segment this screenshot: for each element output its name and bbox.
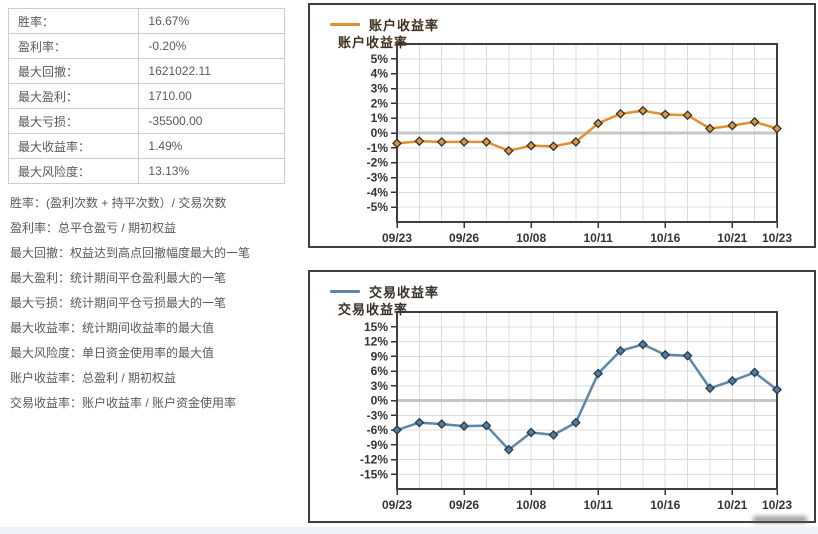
bottom-strip	[0, 527, 818, 534]
definition-line: 最大收益率：统计期间收益率的最大值	[10, 321, 215, 335]
stat-label: 最大盈利：	[7, 83, 140, 109]
svg-text:12%: 12%	[364, 335, 388, 349]
svg-text:-5%: -5%	[367, 200, 389, 214]
stat-label: 最大收益率：	[7, 133, 140, 159]
definition-line: 盈利率：总平仓盈亏 / 期初权益	[10, 221, 177, 235]
svg-text:-4%: -4%	[367, 185, 389, 199]
legend-label: 交易收益率	[369, 285, 440, 300]
stat-label: 最大回撤：	[7, 58, 140, 84]
definition-line: 账户收益率：总盈利 / 期初权益	[10, 371, 177, 385]
stat-label: 最大亏损：	[7, 108, 140, 134]
stat-value: -35500.00	[138, 108, 285, 134]
svg-text:10/16: 10/16	[650, 498, 680, 512]
svg-text:0%: 0%	[371, 394, 389, 408]
legend-line-swatch	[330, 290, 360, 293]
svg-text:3%: 3%	[371, 379, 389, 393]
svg-text:-3%: -3%	[367, 171, 389, 185]
stat-value: 13.13%	[138, 158, 285, 184]
stat-value: 1621022.11	[138, 58, 285, 84]
legend-label: 账户收益率	[369, 18, 440, 33]
stats-row: 最大收益率： 1.49%	[7, 133, 285, 159]
svg-text:-15%: -15%	[360, 467, 388, 481]
svg-text:10/11: 10/11	[583, 231, 613, 244]
svg-text:3%: 3%	[371, 82, 389, 96]
svg-text:-2%: -2%	[367, 156, 389, 170]
svg-text:-6%: -6%	[367, 423, 389, 437]
svg-text:15%: 15%	[364, 320, 388, 334]
y-axis-title: 账户收益率	[338, 35, 409, 50]
svg-text:-1%: -1%	[367, 141, 389, 155]
metric-definitions: 胜率：(盈利次数 + 持平次数）/ 交易次数 盈利率：总平仓盈亏 / 期初权益最大…	[10, 191, 310, 416]
svg-text:9%: 9%	[371, 349, 389, 363]
svg-text:09/26: 09/26	[449, 498, 479, 512]
svg-text:-9%: -9%	[367, 438, 389, 452]
definition-line: 最大风险度：单日资金使用率的最大值	[10, 346, 215, 360]
definition-line: 最大盈利：统计期间平仓盈利最大的一笔	[10, 271, 227, 285]
y-axis-title: 交易收益率	[338, 302, 409, 317]
stats-row: 最大风险度： 13.13%	[7, 158, 285, 184]
trade-return-legend: 交易收益率	[330, 282, 439, 301]
stats-row: 最大回撤： 1621022.11	[7, 58, 285, 84]
svg-text:5%: 5%	[371, 52, 389, 66]
svg-text:10/21: 10/21	[717, 231, 747, 244]
svg-text:10/16: 10/16	[650, 231, 680, 244]
svg-text:09/26: 09/26	[449, 231, 479, 244]
svg-text:10/23: 10/23	[762, 498, 792, 512]
svg-text:4%: 4%	[371, 67, 389, 81]
svg-text:6%: 6%	[371, 364, 389, 378]
svg-text:-3%: -3%	[367, 408, 389, 422]
stat-value: 1.49%	[138, 133, 285, 159]
watermark-smudge	[753, 516, 807, 523]
definition-line: 交易收益率：账户收益率 / 账户资金使用率	[10, 396, 237, 410]
stat-value: 16.67%	[138, 8, 285, 34]
account-return-chart: 5%4%3%2%1%0%-1%-2%-3%-4%-5% 09/23 09/26 10/…	[367, 43, 792, 244]
trade-return-chart: 15%12%9%6%3%0%-3%-6%-9%-12%-15% 09/23 09/2…	[360, 311, 792, 512]
svg-text:2%: 2%	[371, 96, 389, 110]
stat-value: 1710.00	[138, 83, 285, 109]
svg-text:09/23: 09/23	[382, 231, 412, 244]
svg-text:10/08: 10/08	[516, 231, 546, 244]
definition-line: 最大回撤：权益达到高点回撤幅度最大的一笔	[10, 246, 251, 260]
stat-label: 盈利率：	[7, 33, 140, 59]
svg-text:10/11: 10/11	[583, 498, 613, 512]
account-return-legend: 账户收益率	[330, 15, 439, 34]
svg-text:10/08: 10/08	[516, 498, 546, 512]
svg-text:10/23: 10/23	[762, 231, 792, 244]
stats-row: 最大盈利： 1710.00	[7, 83, 285, 109]
svg-text:09/23: 09/23	[382, 498, 412, 512]
definition-line: 最大亏损：统计期间平仓亏损最大的一笔	[10, 296, 227, 310]
stat-value: -0.20%	[138, 33, 285, 59]
stat-label: 胜率：	[7, 8, 140, 34]
stats-row: 胜率： 16.67%	[7, 8, 285, 34]
account-return-panel: 5% 4% 3% 2% 1% 0% -1% -2% -3% -4% -5% 09/23 09/26 10/…	[308, 3, 816, 248]
stats-row: 盈利率： -0.20%	[7, 33, 285, 59]
stats-table: 胜率： 16.67% 盈利率： -0.20% 最大回撤： 1621022.11 最大盈利： 1…	[7, 8, 285, 184]
svg-text:1%: 1%	[371, 111, 389, 125]
svg-text:10/21: 10/21	[717, 498, 747, 512]
stats-row: 最大亏损： -35500.00	[7, 108, 285, 134]
legend-line-swatch	[330, 23, 360, 26]
stat-label: 最大风险度：	[7, 158, 140, 184]
svg-text:0%: 0%	[371, 126, 389, 140]
definition-line: 胜率：(盈利次数 + 持平次数）/ 交易次数	[10, 196, 227, 210]
svg-text:-12%: -12%	[360, 453, 388, 467]
trade-return-panel: 15% 12% 9% 6% 3% 0% -3% -6% -9% -12% -15% 09/23 09/2…	[308, 270, 816, 523]
